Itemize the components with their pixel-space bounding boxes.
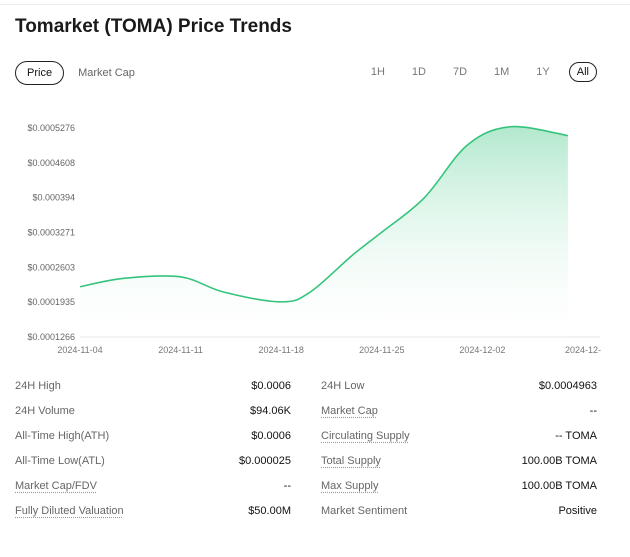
stat-label: All-Time High(ATH)	[15, 430, 110, 442]
stat-value: $0.000025	[239, 455, 291, 467]
stat-value: $94.06K	[250, 405, 291, 417]
stat-label[interactable]: Fully Diluted Valuation	[15, 505, 124, 517]
y-tick-label: $0.0003271	[27, 228, 75, 238]
left-stat-row: Market Cap/FDV --	[15, 476, 291, 496]
y-tick-label: $0.000394	[32, 193, 75, 203]
x-tick-label: 2024-11-11	[158, 345, 203, 355]
stat-label[interactable]: Circulating Supply	[321, 430, 410, 442]
range-all-button[interactable]: All	[568, 62, 597, 82]
range-1d-button[interactable]: 1D	[411, 66, 426, 78]
right-stat-row: Market Sentiment Positive	[321, 501, 597, 521]
left-stat-row: All-Time High(ATH) $0.0006	[15, 426, 291, 446]
price-series-line	[79, 125, 569, 303]
stat-label[interactable]: Market Cap/FDV	[15, 480, 97, 492]
stat-value: -- TOMA	[555, 430, 597, 442]
stat-value: $0.0004963	[538, 380, 597, 392]
x-tick-label: 2024-11-25	[359, 345, 404, 355]
y-tick-label: $0.0001935	[27, 297, 75, 307]
right-stat-row: 24H Low $0.0004963	[321, 376, 597, 396]
top-divider	[0, 4, 630, 5]
stat-label: 24H Low	[321, 380, 365, 392]
metric-tabs: Price Market Cap	[15, 61, 149, 85]
left-stat-row: All-Time Low(ATL) $0.000025	[15, 451, 291, 471]
right-stat-row: Market Cap --	[321, 401, 597, 421]
range-7d-button[interactable]: 7D	[452, 66, 468, 78]
tab-price[interactable]: Price	[15, 61, 65, 85]
left-stat-row: 24H Volume $94.06K	[15, 401, 291, 421]
range-1y-button[interactable]: 1Y	[536, 66, 550, 78]
stat-value: --	[589, 405, 597, 417]
page-title: Tomarket (TOMA) Price Trends	[15, 16, 292, 37]
stat-label: 24H High	[15, 380, 61, 392]
x-tick-label: 2024-12-02	[459, 345, 505, 355]
stat-label[interactable]: Market Cap	[321, 405, 378, 417]
stat-value: $0.0006	[251, 430, 291, 442]
y-tick-label: $0.0005276	[27, 123, 75, 133]
y-tick-label: $0.0001266	[27, 332, 75, 342]
stat-label: Market Sentiment	[321, 505, 408, 517]
tab-market-cap[interactable]: Market Cap	[78, 67, 135, 79]
stat-value: Positive	[558, 505, 597, 517]
stat-label[interactable]: Max Supply	[321, 480, 379, 492]
stat-label: All-Time Low(ATL)	[15, 455, 105, 467]
stat-value: 100.00B TOMA	[521, 480, 597, 492]
range-1h-button[interactable]: 1H	[370, 66, 385, 78]
range-1m-button[interactable]: 1M	[494, 66, 510, 78]
left-stat-row: Fully Diluted Valuation $50.00M	[15, 501, 291, 521]
stat-value: 100.00B TOMA	[521, 455, 597, 467]
right-stat-row: Total Supply 100.00B TOMA	[321, 451, 597, 471]
x-tick-label: 2024-11-04	[57, 345, 102, 355]
right-stat-row: Max Supply 100.00B TOMA	[321, 476, 597, 496]
stat-value: $50.00M	[248, 505, 291, 517]
stat-value: $0.0006	[251, 380, 291, 392]
time-range-selector: 1H 1D 7D 1M 1Y All	[352, 62, 597, 82]
right-stat-row: Circulating Supply -- TOMA	[321, 426, 597, 446]
price-area-fill	[80, 126, 568, 337]
y-tick-label: $0.0004608	[27, 158, 75, 168]
y-tick-label: $0.0002603	[27, 262, 75, 272]
stat-label: 24H Volume	[15, 405, 75, 417]
price-chart[interactable]: $0.0005276 $0.0004608 $0.000394 $0.0003271 $…	[0, 115, 630, 360]
left-stat-row: 24H High $0.0006	[15, 376, 291, 396]
x-tick-label: 2024-12-	[565, 345, 601, 355]
x-tick-label: 2024-11-18	[259, 345, 304, 355]
stat-label[interactable]: Total Supply	[321, 455, 381, 467]
stat-value: --	[283, 480, 291, 492]
